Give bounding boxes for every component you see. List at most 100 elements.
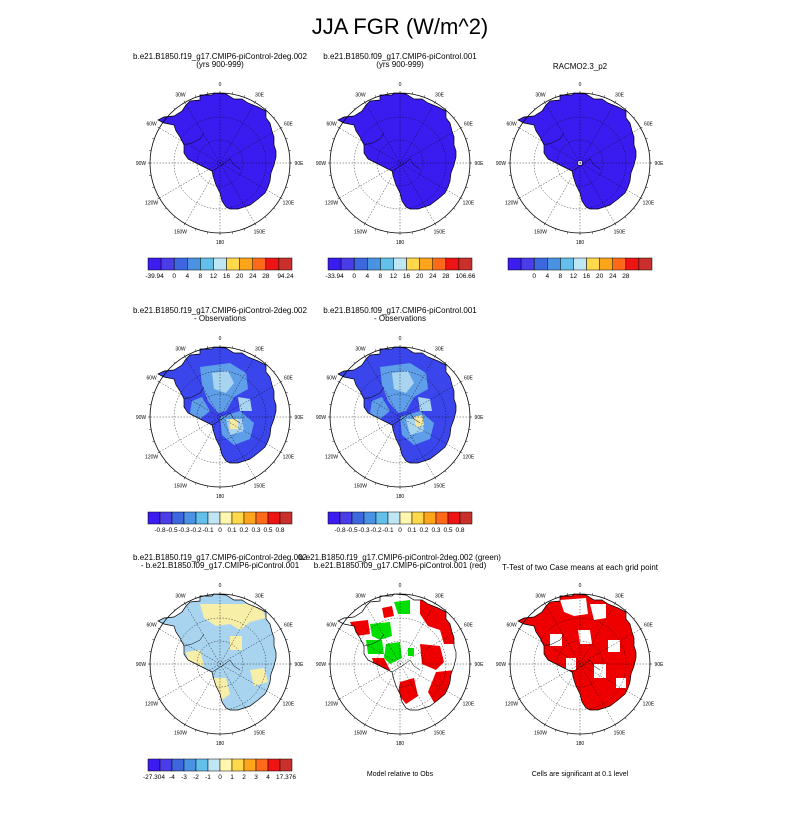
colorbar-box: [534, 258, 547, 270]
map-tick: [244, 95, 245, 97]
map-tick: [174, 471, 175, 473]
map-tick: [274, 462, 276, 463]
colorbar-box: [364, 512, 376, 524]
colorbar-box: [412, 512, 424, 524]
lon-label: 90E: [475, 415, 485, 421]
colorbar-label: 24: [609, 273, 617, 280]
colorbar-box: [613, 258, 626, 270]
colorbar-box: [600, 258, 613, 270]
map-tick: [354, 609, 355, 611]
map-tick: [445, 217, 446, 219]
lon-label: 60W: [146, 122, 157, 128]
lon-label: 180: [396, 741, 405, 747]
map-tick: [466, 138, 468, 139]
lon-label: 30E: [255, 347, 265, 353]
lon-label: 90W: [136, 161, 147, 167]
map-tick: [555, 730, 556, 732]
map-tick: [518, 127, 520, 128]
map-tick: [534, 609, 535, 611]
map-tick: [641, 198, 643, 199]
map-gridlines: [510, 93, 650, 233]
map-tick: [512, 138, 514, 139]
lon-label: 30E: [435, 93, 445, 99]
colorbar-box: [160, 512, 172, 524]
map-tick: [461, 452, 463, 453]
lon-label: 30E: [615, 93, 625, 99]
colorbar-boxes: [148, 258, 292, 270]
colorbar-box: [148, 759, 160, 771]
colorbar-label: -0.1: [382, 527, 394, 534]
map-tick: [466, 688, 468, 689]
lon-label: 30W: [175, 93, 186, 99]
map-tick: [184, 725, 185, 727]
colorbar-label: 4: [545, 273, 549, 280]
map-tick: [424, 596, 425, 598]
map-tick: [534, 108, 535, 110]
colorbar-label: -3: [181, 774, 187, 781]
map-tick: [625, 108, 626, 110]
map-gridlines: [330, 93, 470, 233]
map-tick: [244, 730, 245, 732]
lon-label: 0: [219, 82, 222, 88]
map-tick: [255, 355, 256, 357]
colorbar-label: -0.2: [370, 527, 382, 534]
lon-label: 90E: [295, 161, 305, 167]
map-tick: [332, 441, 334, 442]
colorbar-box: [573, 258, 586, 270]
colorbar-box: [256, 512, 268, 524]
lon-label: 30W: [355, 594, 366, 600]
lon-label: 90E: [655, 662, 665, 668]
lon-label: 180: [216, 240, 225, 246]
colorbar-box: [268, 759, 280, 771]
map-tick: [625, 718, 626, 720]
lon-label: 120E: [463, 455, 475, 461]
map-tick: [445, 609, 446, 611]
field-patch-cell: [418, 397, 432, 411]
colorbar-label: 0: [218, 527, 222, 534]
panel-title-line1: T-Test of two Case means at each grid po…: [450, 564, 710, 572]
map-gridlines: [330, 594, 470, 734]
map-tick: [184, 355, 185, 357]
map-tick: [244, 483, 245, 485]
map-tick: [274, 371, 276, 372]
colorbar-boxes: [148, 759, 292, 771]
colorbar-box: [200, 258, 213, 270]
lon-label: 150E: [254, 483, 266, 489]
map-tick: [345, 462, 347, 463]
lon-label: 180: [396, 494, 405, 500]
map-tick: [364, 101, 365, 103]
map-tick: [424, 95, 425, 97]
colorbar-label: 16: [583, 273, 591, 280]
map-tick: [604, 730, 605, 732]
map-tick: [435, 478, 436, 480]
colorbar-label: 28: [442, 273, 450, 280]
map-tick: [165, 462, 167, 463]
map-tick: [255, 725, 256, 727]
map-tick: [454, 371, 456, 372]
map-tick: [158, 628, 160, 629]
map-tick: [615, 224, 616, 226]
colorbar-box: [407, 258, 420, 270]
colorbar-label: -0.3: [358, 527, 370, 534]
map-gridlines: [330, 347, 470, 487]
colorbar-label: 0.3: [431, 527, 440, 534]
map-tick: [152, 688, 154, 689]
map-tick: [354, 217, 355, 219]
lon-label: 30W: [175, 347, 186, 353]
panel-ttest: T-Test of two Case means at each grid po…: [490, 554, 670, 814]
lon-label: 90W: [316, 161, 327, 167]
lon-label: 60W: [326, 122, 337, 128]
lon-label: 0: [219, 336, 222, 342]
map-tick: [615, 602, 616, 604]
panel-caption: Cells are significant at 0.1 level: [450, 771, 710, 778]
map-tick: [281, 381, 283, 382]
map-tick: [604, 596, 605, 598]
map-tick: [195, 730, 196, 732]
map-tick: [445, 108, 446, 110]
colorbar-boxes: [148, 512, 292, 524]
colorbar-label: 1: [230, 774, 234, 781]
map-tick: [174, 217, 175, 219]
map-tick: [364, 602, 365, 604]
